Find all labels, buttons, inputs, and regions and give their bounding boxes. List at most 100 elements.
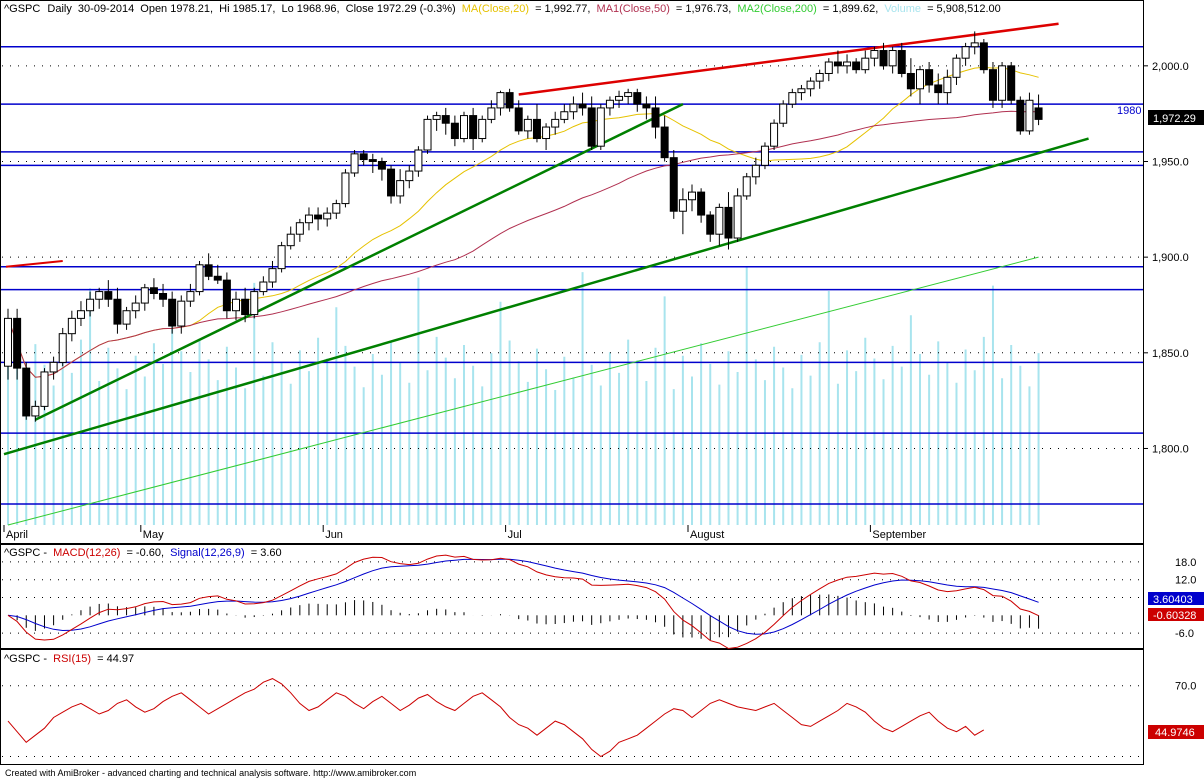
- candle-down: [979, 42, 988, 71]
- candle-up: [323, 212, 332, 220]
- candle-down: [441, 115, 450, 124]
- macd-tick-label: -6.0: [1175, 628, 1194, 640]
- candle-up: [432, 115, 441, 120]
- macd-tick-label: 12.0: [1175, 575, 1196, 587]
- candle-down: [241, 298, 250, 316]
- candle-up: [304, 214, 313, 224]
- ma50-value: = 1,976.73,: [676, 3, 731, 15]
- month-label: August: [690, 529, 724, 541]
- candle-down: [669, 157, 678, 212]
- candle-up: [86, 298, 95, 312]
- candle-up: [177, 300, 186, 327]
- candle-up: [998, 65, 1007, 101]
- candle-down: [697, 191, 706, 216]
- candle-down: [168, 298, 177, 327]
- candle-down: [314, 214, 323, 220]
- candle-up: [232, 298, 240, 312]
- candle-up: [797, 88, 806, 94]
- trend-line-support: [3, 137, 1089, 456]
- candle-down: [377, 160, 386, 170]
- candle-up: [195, 264, 204, 293]
- candle-up: [760, 145, 769, 166]
- hi-label: Hi 1985.17,: [219, 3, 275, 15]
- candle-down: [159, 293, 168, 300]
- candle-down: [213, 275, 222, 281]
- candle-down: [149, 287, 158, 295]
- candle-up: [396, 180, 405, 197]
- candle-up: [715, 206, 724, 235]
- price-tick-label: 1,800.0: [1152, 443, 1189, 455]
- price-tick-label: 1,950.0: [1152, 156, 1189, 168]
- price-tick-label: 2,000.0: [1152, 61, 1189, 73]
- candle-down: [1007, 65, 1016, 101]
- candle-up: [250, 291, 259, 316]
- candle-up: [259, 281, 268, 293]
- candle-up: [779, 103, 788, 124]
- candle-up: [770, 122, 779, 147]
- last-close-badge-bg: [1148, 110, 1204, 125]
- candle-up: [870, 50, 879, 59]
- candle-up: [596, 107, 605, 147]
- candle-up: [332, 203, 341, 214]
- volume-bars: [7, 266, 1040, 525]
- rsi-panel: [0, 649, 1144, 765]
- level-1980-label: 1980: [1117, 105, 1141, 117]
- ma200-value: = 1,899.62,: [823, 3, 878, 15]
- rsi-value: = 44.97: [97, 653, 134, 665]
- period-label: Daily: [47, 3, 72, 15]
- candle-up: [688, 191, 696, 201]
- candle-down: [1034, 107, 1043, 120]
- rsi-symbol: ^GSPC -: [4, 653, 47, 665]
- candle-up: [943, 76, 952, 94]
- candle-up: [423, 118, 432, 151]
- lo-label: Lo 1968.96,: [281, 3, 339, 15]
- candle-up: [478, 118, 487, 140]
- candle-up: [742, 176, 751, 197]
- candle-up: [341, 172, 350, 205]
- date-label: 30-09-2014: [78, 3, 134, 15]
- candle-down: [13, 317, 22, 369]
- horizontal-levels: [1, 45, 1143, 505]
- candle-up: [916, 69, 924, 90]
- rsi-line: [7, 678, 985, 758]
- volume-label: Volume: [884, 3, 921, 15]
- candle-down: [651, 107, 660, 128]
- candle-down: [633, 92, 642, 105]
- candle-up: [970, 42, 979, 48]
- macd-label: MACD(12,26): [53, 547, 120, 559]
- candle-up: [131, 302, 140, 312]
- ma50-label: MA1(Close,50): [597, 3, 670, 15]
- candle-down: [113, 298, 122, 325]
- trend-line-resistance: [518, 22, 1059, 96]
- macd-title: ^GSPC - MACD(12,26) = -0.60, Signal(12,2…: [4, 547, 282, 559]
- candle-down: [387, 168, 396, 197]
- candle-down: [660, 126, 669, 159]
- candle-up: [861, 57, 870, 71]
- signal-badge-bg: [1148, 592, 1204, 605]
- rsi-badge: 44.9746: [1155, 727, 1195, 739]
- candle-down: [450, 122, 459, 140]
- candle-up: [277, 245, 286, 270]
- price-tick-label: 1,900.0: [1152, 252, 1189, 264]
- candle-up: [751, 164, 760, 178]
- trend-line-resistance-short: [5, 259, 63, 268]
- volume-value: = 5,908,512.00: [927, 3, 1001, 15]
- candle-up: [350, 153, 359, 174]
- ma20-label: MA(Close,20): [462, 3, 529, 15]
- open-label: Open 1978.21,: [140, 3, 213, 15]
- candle-up: [286, 233, 295, 247]
- moving-averages: [7, 66, 1039, 526]
- month-label: September: [872, 529, 926, 541]
- candle-up: [569, 103, 578, 113]
- ma20-value: = 1,992.77,: [535, 3, 590, 15]
- trend-line-support-short: [34, 102, 684, 421]
- candle-up: [843, 61, 852, 67]
- candles: [4, 31, 1043, 422]
- candle-down: [22, 367, 31, 417]
- candle-up: [49, 361, 58, 373]
- candle-up: [40, 371, 49, 407]
- macd-value: = -0.60,: [126, 547, 164, 559]
- month-label: Jun: [325, 529, 343, 541]
- candle-up: [551, 118, 560, 128]
- candle-up: [961, 46, 970, 59]
